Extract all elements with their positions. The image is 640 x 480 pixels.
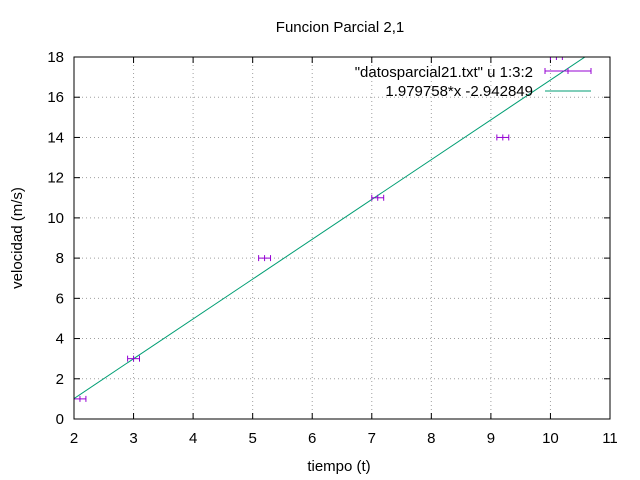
data-point xyxy=(258,255,272,262)
y-tick-label: 8 xyxy=(56,250,64,267)
data-point xyxy=(371,194,385,201)
x-tick-label: 9 xyxy=(487,430,495,447)
legend-label-fit: 1.979758*x -2.942849 xyxy=(385,83,533,100)
data-point xyxy=(74,395,87,402)
y-axis-label: velocidad (m/s) xyxy=(9,187,26,289)
y-tick-label: 16 xyxy=(47,89,64,106)
y-tick-label: 12 xyxy=(47,170,64,187)
x-tick-label: 6 xyxy=(308,430,316,447)
y-tick-label: 2 xyxy=(56,371,64,388)
data-point xyxy=(549,57,563,60)
legend-label-data: "datosparcial21.txt" u 1:3:2 xyxy=(355,64,533,81)
fit-line xyxy=(74,57,586,399)
y-tick-label: 0 xyxy=(56,411,64,428)
x-tick-label: 4 xyxy=(189,430,197,447)
legend-sample-bar xyxy=(544,68,592,74)
chart-title: Funcion Parcial 2,1 xyxy=(276,19,404,36)
data-points-layer xyxy=(74,57,563,402)
x-tick-label: 10 xyxy=(542,430,559,447)
data-point xyxy=(127,355,141,362)
x-tick-label: 5 xyxy=(248,430,256,447)
legend-sample-data xyxy=(544,68,592,74)
grid xyxy=(74,57,610,419)
y-tick-label: 18 xyxy=(47,49,64,66)
y-tick-labels: 0 2 4 6 8 10 12 14 16 18 xyxy=(47,49,64,428)
plot-frame xyxy=(73,56,611,420)
x-tick-label: 3 xyxy=(129,430,137,447)
x-axis-label: tiempo (t) xyxy=(307,458,370,475)
axis-ticks xyxy=(73,56,611,420)
x-tick-label: 2 xyxy=(70,430,78,447)
x-tick-label: 7 xyxy=(368,430,376,447)
x-tick-label: 11 xyxy=(602,430,618,447)
y-tick-label: 6 xyxy=(56,290,64,307)
y-tick-label: 4 xyxy=(56,331,64,348)
y-tick-label: 14 xyxy=(47,129,64,146)
x-tick-labels: 2 3 4 5 6 7 8 9 10 11 xyxy=(70,430,618,447)
data-point xyxy=(496,134,510,141)
plot-area xyxy=(74,57,586,402)
x-tick-label: 8 xyxy=(427,430,435,447)
legend: "datosparcial21.txt" u 1:3:2 1.979758*x … xyxy=(355,64,592,100)
fit-line-layer xyxy=(74,57,586,399)
y-tick-label: 10 xyxy=(47,210,64,227)
